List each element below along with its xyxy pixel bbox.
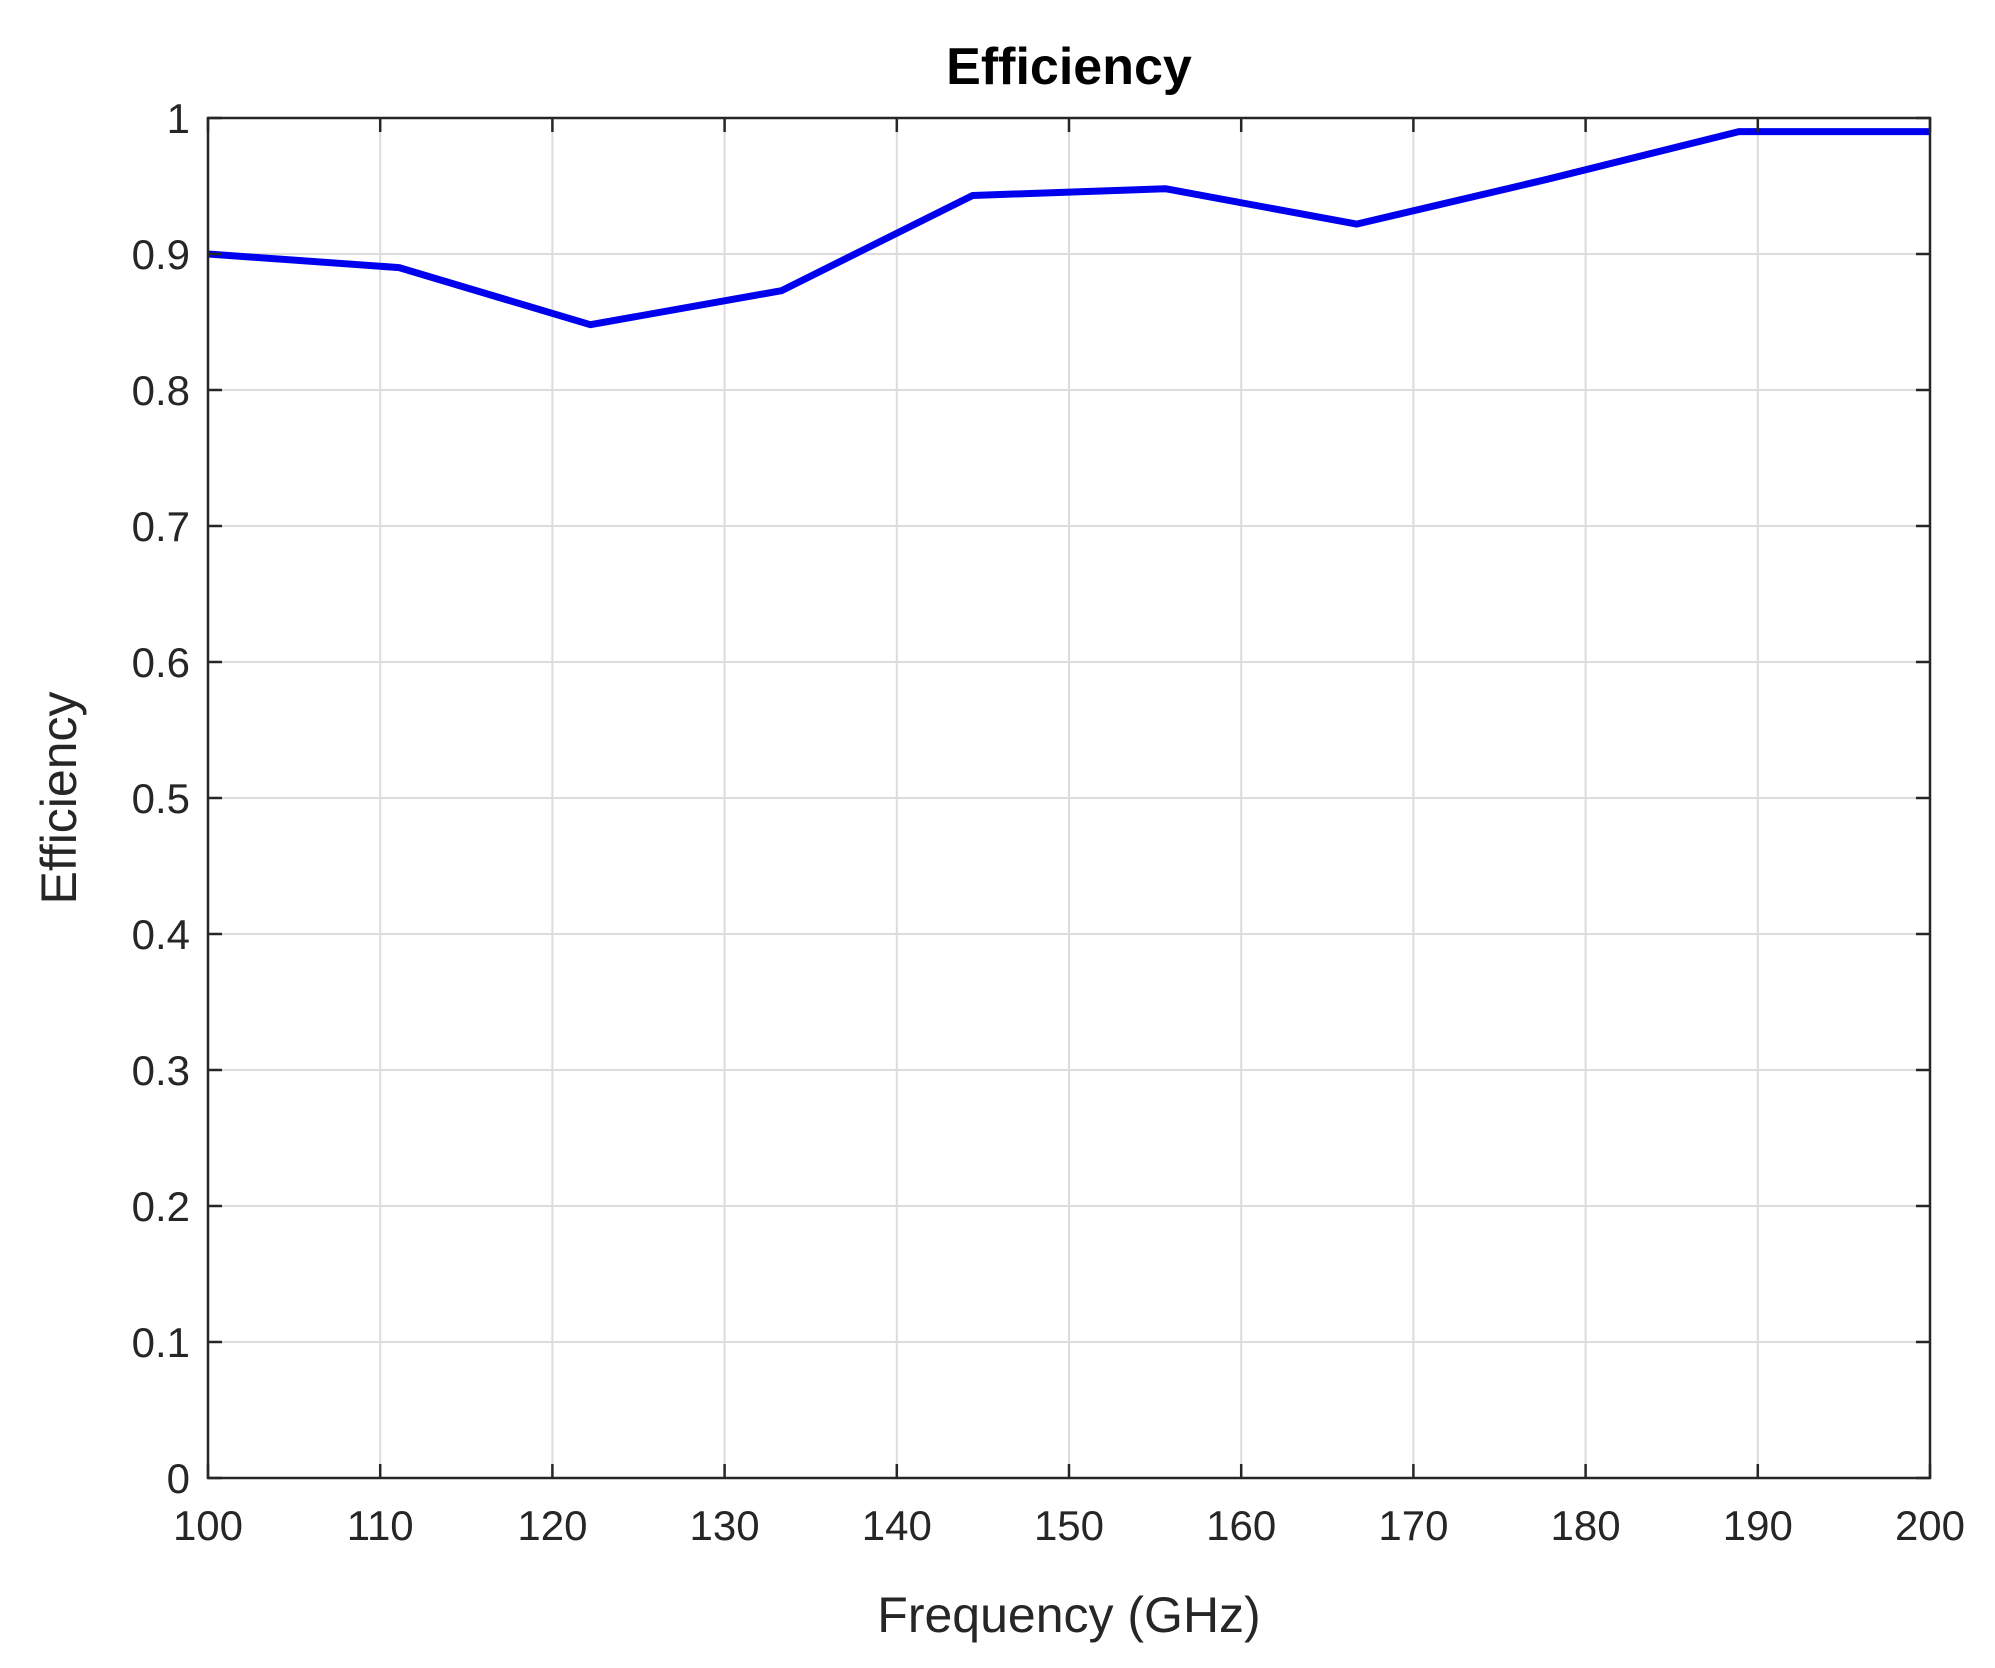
y-axis-label: Efficiency <box>31 691 87 904</box>
series-line <box>207 128 1930 329</box>
y-tick-label: 1 <box>167 95 190 142</box>
chart-title: Efficiency <box>946 38 1192 96</box>
y-tick-label: 0.4 <box>132 911 190 958</box>
y-tick-label: 0.1 <box>132 1319 190 1366</box>
x-axis-label: Frequency (GHz) <box>877 1587 1260 1643</box>
y-tick-label: 0.2 <box>132 1183 190 1230</box>
x-tick-label: 190 <box>1723 1502 1793 1549</box>
x-tick-label: 160 <box>1206 1502 1276 1549</box>
x-tick-label: 100 <box>173 1502 243 1549</box>
y-tick-label: 0.9 <box>132 231 190 278</box>
y-tick-label: 0.5 <box>132 775 190 822</box>
x-tick-label: 120 <box>517 1502 587 1549</box>
x-tick-label: 200 <box>1895 1502 1965 1549</box>
y-tick-label: 0.6 <box>132 639 190 686</box>
y-tick-label: 0.7 <box>132 503 190 550</box>
y-tick-label: 0.3 <box>132 1047 190 1094</box>
y-tick-label: 0 <box>167 1455 190 1502</box>
x-tick-label: 150 <box>1034 1502 1104 1549</box>
series-layer <box>207 128 1930 329</box>
x-tick-label: 130 <box>690 1502 760 1549</box>
ticks: 100 110 120 130 140 150 160 170 180 190 200 0 0.1 0.2… <box>132 95 1965 1549</box>
x-tick-label: 180 <box>1551 1502 1621 1549</box>
x-tick-label: 110 <box>347 1502 414 1549</box>
y-tick-label: 0.8 <box>132 367 190 414</box>
x-tick-label: 140 <box>862 1502 932 1549</box>
x-tick-label: 170 <box>1378 1502 1448 1549</box>
